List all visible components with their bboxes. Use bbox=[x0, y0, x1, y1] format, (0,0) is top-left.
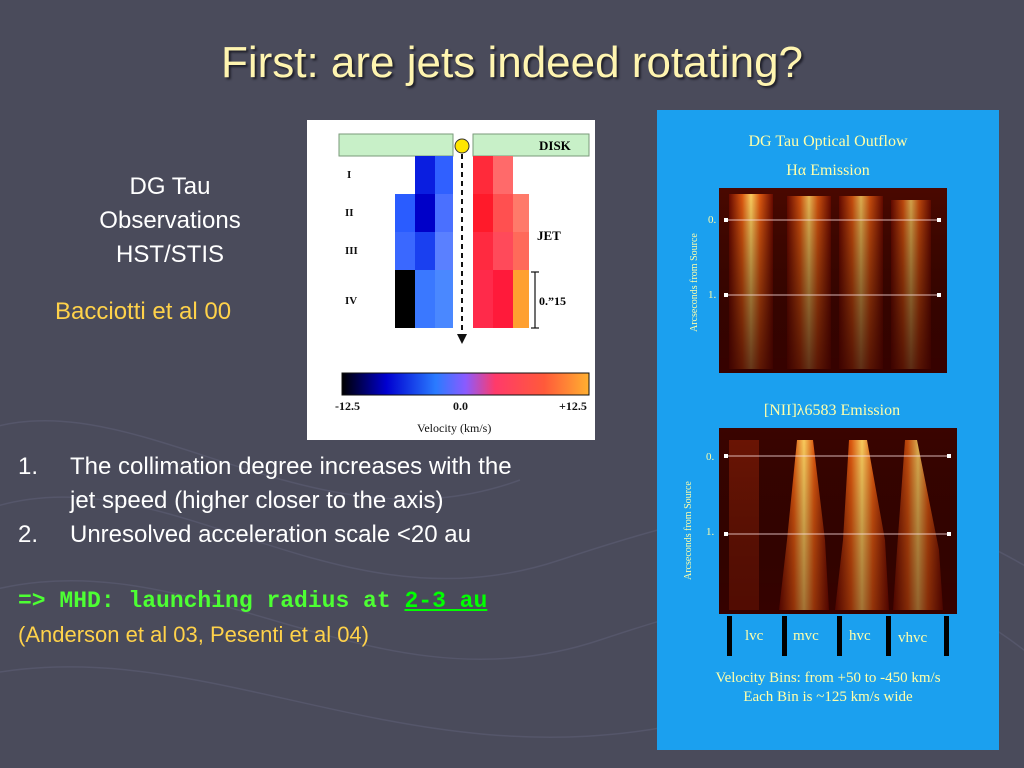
row-label-2: II bbox=[345, 207, 354, 219]
jet-label: JET bbox=[537, 228, 561, 243]
blueshift-cells bbox=[395, 156, 453, 328]
list-item: 1. The collimation degree increases with… bbox=[18, 450, 512, 518]
colorbar-tick-max: +12.5 bbox=[559, 399, 587, 413]
figure2-title: DG Tau Optical Outflow bbox=[749, 133, 908, 150]
velocity-map-graphic: DISK bbox=[335, 133, 590, 435]
list-number: 2. bbox=[18, 521, 39, 548]
bin-label-lvc: lvc bbox=[745, 628, 764, 644]
bin-label-hvc: hvc bbox=[849, 628, 871, 644]
reference-anderson-pesenti: (Anderson et al 03, Pesenti et al 04) bbox=[18, 622, 369, 647]
panel2-ytick-1: 1. bbox=[706, 526, 715, 538]
conclusion-highlight: 2-3 au bbox=[404, 588, 488, 614]
bin-label-mvc: mvc bbox=[793, 628, 819, 644]
colorbar-label: Velocity (km/s) bbox=[417, 421, 491, 435]
disk-label: DISK bbox=[539, 138, 572, 153]
row-label-4: IV bbox=[345, 295, 357, 307]
list-line: Unresolved acceleration scale <20 au bbox=[70, 521, 471, 548]
halpha-panel: 0. 1. Arcseconds from Source bbox=[689, 188, 947, 373]
colorbar-tick-min: -12.5 bbox=[335, 399, 360, 413]
disk-bar-left bbox=[338, 133, 454, 157]
bin-label-vhvc: vhvc bbox=[898, 630, 928, 646]
obs-target: DG Tau bbox=[129, 173, 211, 200]
panel2-ytick-0: 0. bbox=[706, 451, 715, 463]
list-item: 2. Unresolved acceleration scale <20 au bbox=[18, 518, 512, 552]
panel2-title: [NII]λ6583 Emission bbox=[764, 402, 900, 419]
figure2-subtitle: Hα Emission bbox=[786, 162, 870, 179]
row-label-1: I bbox=[347, 169, 351, 181]
caption-line-1: Velocity Bins: from +50 to -450 km/s bbox=[715, 670, 940, 686]
findings-list: 1. The collimation degree increases with… bbox=[18, 450, 512, 552]
bin-markers bbox=[727, 616, 949, 656]
observation-info: DG Tau Observations HST/STIS bbox=[60, 170, 280, 272]
colorbar-tick-mid: 0.0 bbox=[453, 399, 468, 413]
nii-panel: 0. 1. Arcseconds from Source bbox=[683, 428, 957, 614]
obs-type: Observations bbox=[99, 207, 241, 234]
conclusion: => MHD: launching radius at 2-3 au bbox=[18, 588, 487, 614]
slide-title: First: are jets indeed rotating? bbox=[220, 38, 804, 87]
star-icon bbox=[454, 138, 470, 154]
obs-instrument: HST/STIS bbox=[115, 241, 224, 268]
caption-line-2: Each Bin is ~125 km/s wide bbox=[743, 689, 913, 705]
list-number: 1. bbox=[18, 453, 39, 480]
redshift-cells bbox=[473, 156, 529, 328]
scale-label: 0.”15 bbox=[539, 294, 566, 308]
disk-bar-right bbox=[472, 133, 590, 157]
panel1-yaxis-label: Arcseconds from Source bbox=[689, 233, 700, 332]
arrow-down-icon bbox=[457, 334, 467, 344]
conclusion-text: => MHD: launching radius at bbox=[18, 588, 405, 614]
list-line: jet speed (higher closer to the axis) bbox=[70, 487, 444, 514]
outflow-graphic: DG Tau Optical Outflow Hα Emission [NII]… bbox=[683, 133, 957, 705]
velocity-map-figure: DISK bbox=[307, 120, 595, 440]
outflow-figure: DG Tau Optical Outflow Hα Emission [NII]… bbox=[657, 110, 999, 750]
row-label-3: III bbox=[345, 245, 358, 257]
panel1-ytick-0: 0. bbox=[708, 214, 717, 226]
panel1-ytick-1: 1. bbox=[708, 289, 717, 301]
reference-bacciotti: Bacciotti et al 00 bbox=[55, 298, 232, 325]
panel2-yaxis-label: Arcseconds from Source bbox=[683, 481, 694, 580]
list-line: The collimation degree increases with th… bbox=[70, 453, 512, 480]
colorbar bbox=[341, 372, 590, 396]
